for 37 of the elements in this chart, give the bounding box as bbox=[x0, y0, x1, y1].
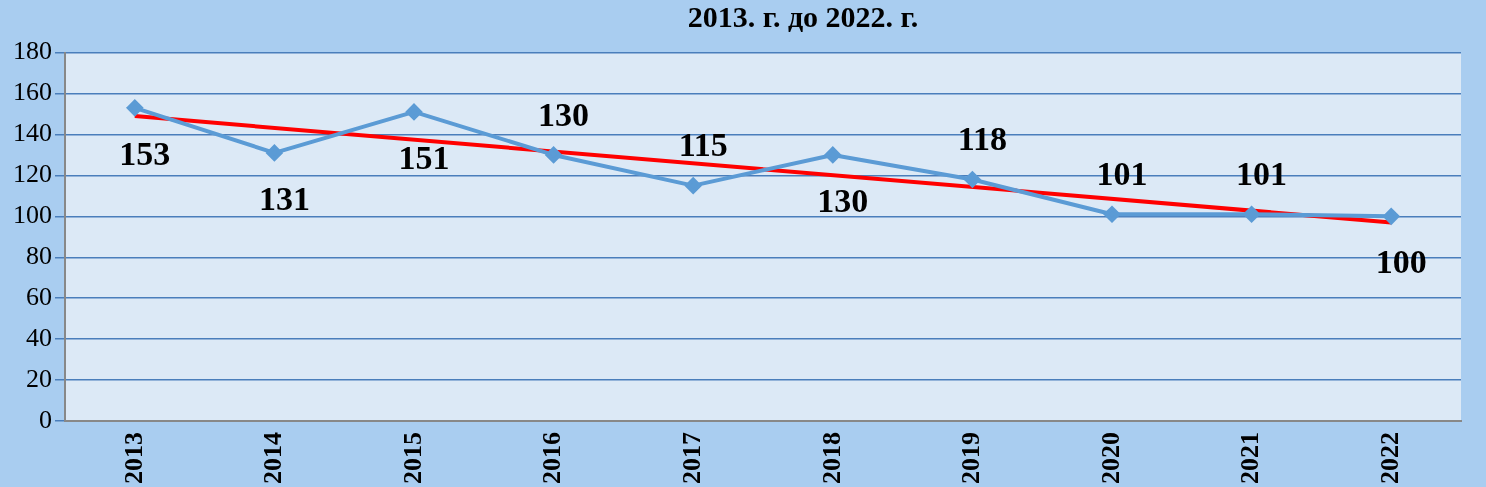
y-tick-label: 160 bbox=[13, 77, 52, 107]
point bbox=[964, 171, 981, 188]
point bbox=[824, 146, 841, 163]
data-label: 115 bbox=[678, 126, 728, 164]
data-label: 153 bbox=[119, 134, 171, 172]
y-tick-label: 20 bbox=[26, 363, 52, 393]
y-tick-label: 180 bbox=[13, 36, 52, 66]
chart-title: 2013. г. до 2022. г. bbox=[686, 0, 920, 34]
y-tick-label: 140 bbox=[13, 118, 52, 148]
point bbox=[406, 103, 422, 120]
x-tick-label: 2013 bbox=[118, 432, 148, 484]
x-tick-label: 2015 bbox=[397, 432, 427, 484]
y-tick-label: 0 bbox=[39, 404, 52, 434]
data-label: 130 bbox=[817, 181, 869, 219]
point bbox=[545, 146, 562, 163]
x-tick-label: 2017 bbox=[676, 432, 706, 484]
data-label: 130 bbox=[538, 95, 590, 133]
y-tick-label: 100 bbox=[13, 200, 52, 230]
x-tick-label: 2014 bbox=[258, 432, 288, 484]
y-tick-label: 120 bbox=[13, 159, 52, 189]
point bbox=[266, 144, 283, 161]
x-tick-label: 2019 bbox=[956, 432, 986, 484]
x-tick-label: 2022 bbox=[1374, 432, 1404, 484]
x-tick-label: 2018 bbox=[816, 432, 846, 484]
point bbox=[126, 99, 143, 116]
data-label: 131 bbox=[258, 179, 310, 217]
point bbox=[1383, 208, 1400, 225]
y-tick-label: 40 bbox=[26, 322, 52, 352]
y-tick-label: 60 bbox=[26, 282, 52, 312]
point bbox=[685, 177, 702, 194]
y-tick-label: 80 bbox=[26, 241, 52, 271]
point bbox=[1243, 206, 1260, 223]
x-tick-label: 2021 bbox=[1235, 432, 1265, 484]
x-tick-label: 2020 bbox=[1095, 432, 1125, 484]
data-label: 151 bbox=[398, 138, 450, 176]
x-tick-label: 2016 bbox=[537, 432, 567, 484]
point bbox=[1104, 206, 1120, 223]
